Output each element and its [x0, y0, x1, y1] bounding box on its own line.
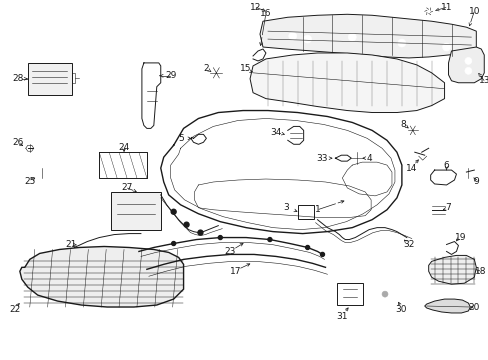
Circle shape — [376, 286, 392, 302]
Text: 8: 8 — [399, 120, 405, 129]
Circle shape — [370, 280, 398, 308]
Text: 1: 1 — [314, 205, 320, 214]
Circle shape — [320, 252, 324, 256]
Circle shape — [442, 43, 449, 51]
Text: 32: 32 — [402, 240, 414, 249]
Circle shape — [183, 222, 189, 227]
Text: 18: 18 — [473, 267, 485, 276]
Text: 34: 34 — [270, 128, 281, 137]
Text: 14: 14 — [406, 163, 417, 172]
Text: 5: 5 — [178, 134, 184, 143]
Text: 28: 28 — [12, 74, 23, 83]
Circle shape — [305, 246, 309, 249]
Text: 27: 27 — [121, 184, 132, 193]
Circle shape — [351, 153, 362, 163]
Text: 29: 29 — [164, 71, 176, 80]
Text: 4: 4 — [366, 154, 371, 163]
Circle shape — [218, 235, 222, 239]
Circle shape — [397, 39, 405, 47]
Polygon shape — [20, 247, 183, 307]
Circle shape — [171, 209, 176, 214]
Circle shape — [106, 153, 116, 163]
Circle shape — [257, 50, 263, 56]
Text: 23: 23 — [224, 247, 235, 256]
Circle shape — [264, 6, 274, 16]
Text: 12: 12 — [250, 3, 261, 12]
Text: 31: 31 — [336, 312, 347, 321]
Circle shape — [130, 167, 140, 177]
Circle shape — [407, 125, 417, 135]
Circle shape — [466, 168, 473, 176]
Circle shape — [137, 249, 141, 253]
Text: 15: 15 — [240, 64, 251, 73]
Circle shape — [416, 147, 426, 157]
Text: 30: 30 — [394, 305, 406, 314]
Circle shape — [339, 154, 346, 162]
Text: 26: 26 — [12, 138, 23, 147]
Text: 20: 20 — [468, 302, 479, 311]
FancyBboxPatch shape — [337, 283, 363, 305]
Text: 25: 25 — [24, 177, 36, 186]
Text: 7: 7 — [445, 203, 450, 212]
Circle shape — [130, 153, 140, 163]
Text: 24: 24 — [118, 143, 129, 152]
Circle shape — [106, 167, 116, 177]
Circle shape — [171, 242, 175, 246]
Circle shape — [288, 32, 296, 40]
Polygon shape — [447, 47, 483, 83]
Circle shape — [381, 291, 387, 297]
Text: 3: 3 — [283, 203, 288, 212]
Text: 17: 17 — [230, 267, 242, 276]
Text: 6: 6 — [443, 161, 448, 170]
Circle shape — [37, 167, 46, 177]
Circle shape — [267, 238, 271, 242]
Text: 13: 13 — [478, 76, 488, 85]
FancyBboxPatch shape — [28, 63, 72, 95]
Polygon shape — [260, 14, 475, 58]
FancyBboxPatch shape — [297, 205, 313, 219]
Text: 22: 22 — [9, 305, 20, 314]
Text: 9: 9 — [472, 177, 478, 186]
Circle shape — [423, 6, 433, 16]
Text: 21: 21 — [65, 240, 77, 249]
Polygon shape — [249, 53, 444, 113]
Text: 2: 2 — [203, 64, 209, 73]
Polygon shape — [424, 299, 469, 313]
Text: 10: 10 — [468, 7, 479, 16]
Circle shape — [210, 67, 222, 79]
Circle shape — [347, 33, 356, 41]
Circle shape — [464, 67, 471, 74]
Text: 11: 11 — [440, 3, 451, 12]
Circle shape — [198, 230, 203, 235]
Text: 33: 33 — [316, 154, 327, 163]
Circle shape — [430, 204, 442, 216]
Text: 16: 16 — [260, 9, 271, 18]
Text: 19: 19 — [454, 233, 465, 242]
Circle shape — [464, 58, 471, 64]
Circle shape — [303, 35, 311, 43]
FancyBboxPatch shape — [111, 192, 161, 230]
Polygon shape — [428, 255, 475, 284]
